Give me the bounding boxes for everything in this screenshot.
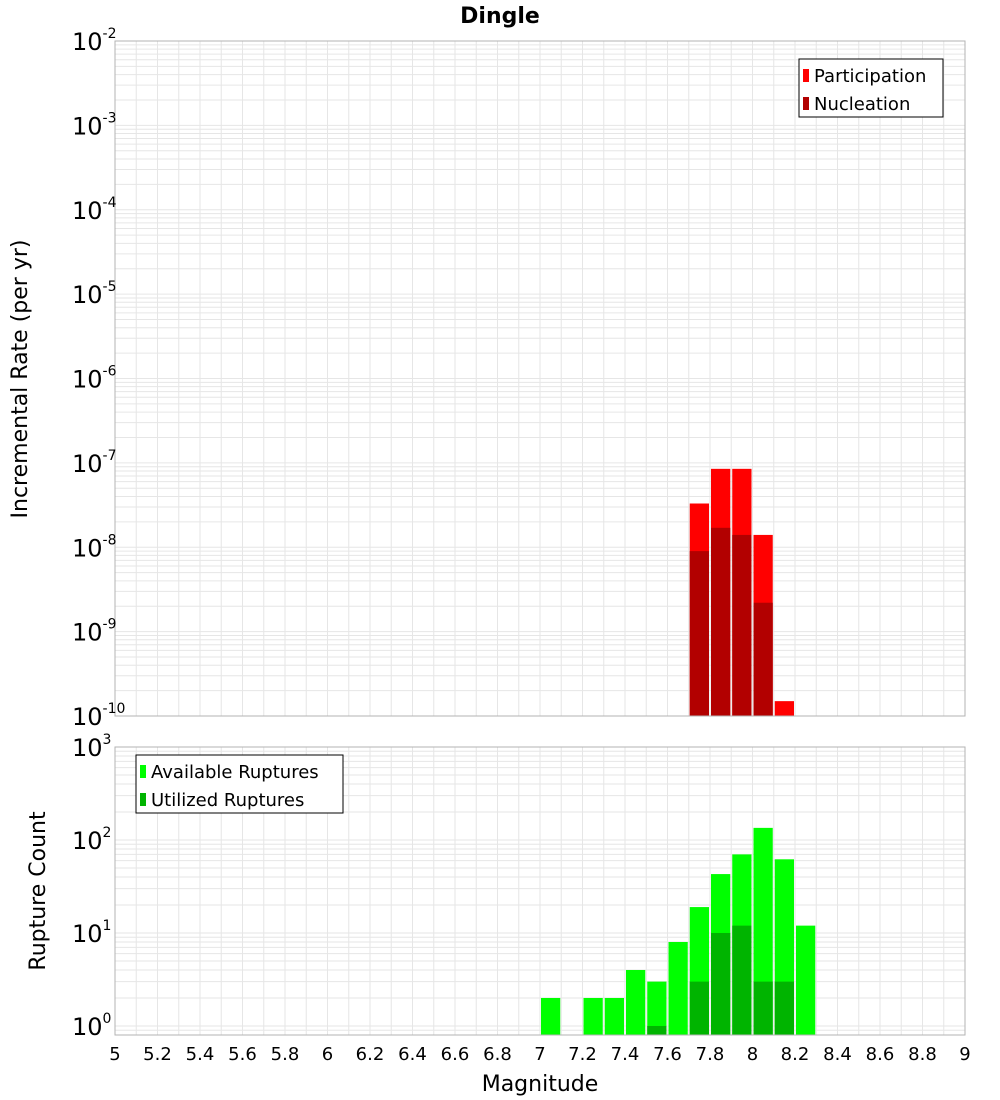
- count-panel: 100 101 102 103 5 5.2 5.4 5.6 5.8 6 6.2 6.4 6.6 6.8 7 7…: [72, 732, 971, 1065]
- count-legend-swatch: [140, 765, 146, 778]
- rate-y-tick-label: 10-4: [72, 195, 117, 225]
- rate-plot-border: [114, 40, 966, 717]
- count-bar: [796, 925, 816, 1035]
- rate-bar: [689, 551, 709, 716]
- rate-y-tick-label: 10-9: [72, 617, 117, 647]
- count-bar: [732, 925, 752, 1035]
- x-tick-label: 7: [534, 1044, 545, 1065]
- count-bar: [711, 932, 731, 1035]
- count-plot-border: [114, 746, 966, 1036]
- rate-series-2: [689, 527, 773, 716]
- rate-y-tick-label: 10-6: [72, 364, 117, 394]
- rate-panel: 10-10 10-9 10-8 10-7 10-6 10-5 10-4 10-3 10-2 Par…: [72, 26, 966, 731]
- x-tick-label: 7.4: [611, 1044, 640, 1065]
- top-y-axis-title: Incremental Rate (per yr): [8, 240, 33, 519]
- rate-legend-box: [798, 58, 944, 118]
- rate-y-tick-label: 10-8: [72, 532, 117, 562]
- count-bar: [647, 1025, 667, 1035]
- count-bar: [647, 981, 667, 1035]
- count-legend-swatch: [140, 793, 146, 806]
- bottom-y-axis-title: Rupture Count: [26, 811, 51, 971]
- count-legend-label: Utilized Ruptures: [151, 790, 304, 811]
- count-bar: [583, 997, 603, 1035]
- rate-bar: [711, 527, 731, 716]
- count-bar: [604, 997, 624, 1035]
- x-tick-label: 6.4: [398, 1044, 427, 1065]
- rate-y-tick-label: 10-3: [72, 110, 117, 140]
- x-tick-label: 7.6: [653, 1044, 682, 1065]
- rate-legend-swatch: [803, 69, 809, 82]
- x-tick-label: 8: [747, 1044, 758, 1065]
- x-tick-labels: 5 5.2 5.4 5.6 5.8 6 6.2 6.4 6.6 6.8 7 7.2 7.4 7.6 7.8 8…: [109, 1044, 970, 1065]
- rate-legend-swatch: [803, 97, 809, 110]
- count-legend: Available Ruptures Utilized Ruptures: [135, 754, 344, 814]
- x-tick-label: 6: [322, 1044, 333, 1065]
- count-bar: [541, 997, 561, 1035]
- x-tick-label: 5.4: [186, 1044, 215, 1065]
- x-tick-label: 5.6: [228, 1044, 257, 1065]
- count-y-tick-label: 103: [72, 732, 111, 762]
- count-bar: [668, 942, 688, 1035]
- x-tick-label: 7.2: [568, 1044, 597, 1065]
- chart-title: Dingle: [460, 4, 540, 29]
- x-tick-label: 8.6: [866, 1044, 895, 1065]
- rate-grid: [114, 40, 966, 717]
- count-y-tick-label: 101: [72, 918, 111, 948]
- rate-legend-label: Nucleation: [814, 94, 910, 115]
- rate-bar: [753, 602, 773, 716]
- rate-bar: [732, 534, 752, 716]
- x-tick-label: 8.8: [908, 1044, 937, 1065]
- x-tick-label: 7.8: [696, 1044, 725, 1065]
- rate-y-tick-label: 10-2: [72, 26, 117, 56]
- rate-y-tick-label: 10-5: [72, 279, 117, 309]
- count-legend-label: Available Ruptures: [151, 762, 319, 783]
- rate-legend-label: Participation: [814, 66, 926, 87]
- x-tick-label: 5: [109, 1044, 120, 1065]
- count-bar: [626, 969, 646, 1035]
- count-bar: [753, 981, 773, 1035]
- count-y-tick-label: 100: [72, 1011, 111, 1041]
- x-tick-label: 6.8: [483, 1044, 512, 1065]
- rate-bar: [774, 701, 794, 716]
- rate-legend: Participation Nucleation: [798, 58, 944, 118]
- count-y-tick-label: 102: [72, 825, 111, 855]
- rate-y-tick-label: 10-10: [72, 701, 125, 731]
- x-tick-label: 9: [959, 1044, 970, 1065]
- x-tick-label: 5.2: [143, 1044, 172, 1065]
- x-tick-label: 8.4: [823, 1044, 852, 1065]
- x-axis-title: Magnitude: [482, 1072, 599, 1097]
- rate-y-tick-label: 10-7: [72, 448, 117, 478]
- count-series-2: [647, 925, 794, 1035]
- x-tick-label: 5.8: [271, 1044, 300, 1065]
- x-tick-label: 6.2: [356, 1044, 385, 1065]
- count-bar: [689, 981, 709, 1035]
- count-legend-box: [135, 754, 344, 814]
- x-tick-label: 6.6: [441, 1044, 470, 1065]
- count-bar: [774, 981, 794, 1035]
- x-tick-label: 8.2: [781, 1044, 810, 1065]
